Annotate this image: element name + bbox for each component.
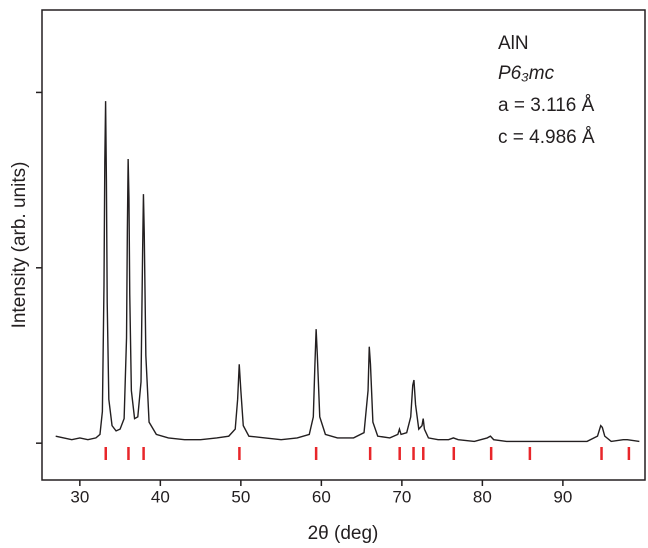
data-line [55, 101, 640, 443]
x-tick-label: 90 [553, 487, 572, 506]
x-tick-label: 80 [473, 487, 492, 506]
annotation: AlN [498, 33, 529, 54]
plot-frame [41, 9, 646, 481]
x-tick-label: 50 [231, 487, 250, 506]
annotation: P6₃mc [498, 63, 555, 84]
x-axis-label: 2θ (deg) [308, 523, 379, 544]
x-tick-label: 70 [392, 487, 411, 506]
annotation: a = 3.116 Å [498, 95, 595, 116]
x-tick-label: 40 [151, 487, 170, 506]
y-axis-label: Intensity (arb. units) [9, 162, 30, 329]
x-tick-label: 30 [70, 487, 89, 506]
annotation: c = 4.986 Å [498, 127, 595, 148]
x-tick-label: 60 [312, 487, 331, 506]
